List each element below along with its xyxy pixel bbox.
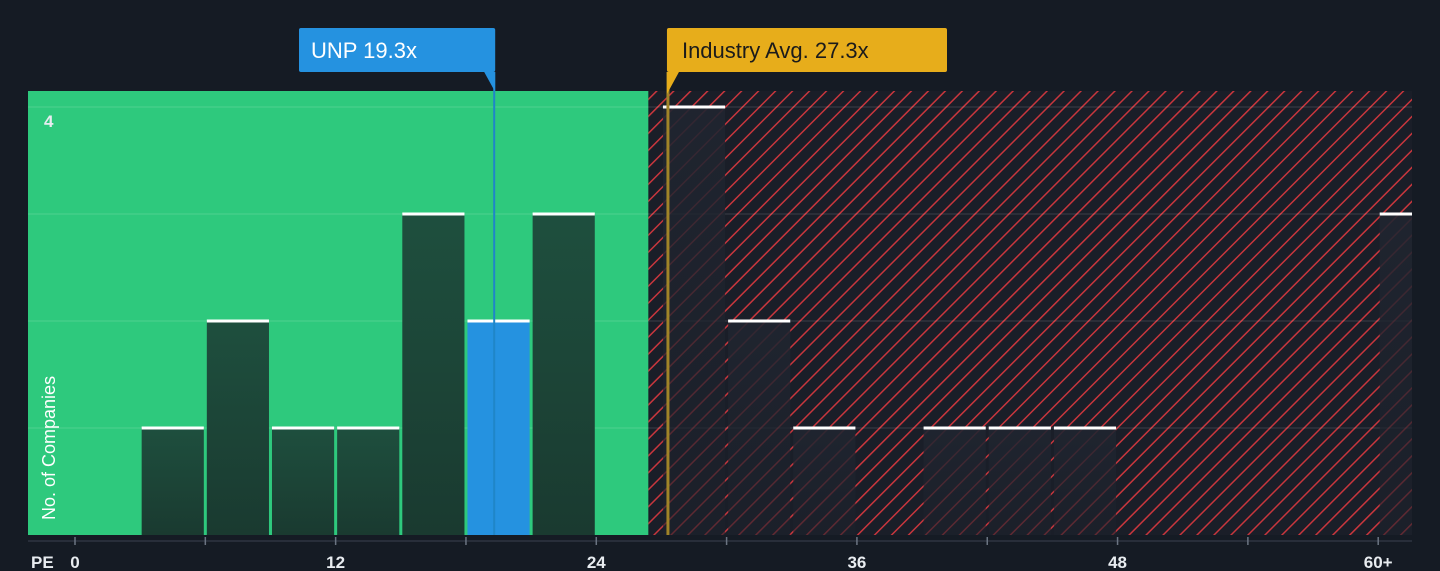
bar <box>206 321 269 535</box>
bar <box>728 321 791 535</box>
x-axis-label: PE <box>31 553 54 571</box>
company-callout: UNP 19.3x <box>299 28 496 92</box>
bar <box>1053 428 1117 535</box>
x-tick-label: 60+ <box>1364 553 1393 571</box>
x-tick-label: 24 <box>587 553 606 571</box>
bar <box>923 428 986 535</box>
bar <box>988 428 1051 535</box>
x-ticks: 0 12 24 36 48 60+ <box>70 553 1392 571</box>
x-tick-label: 0 <box>70 553 79 571</box>
bar <box>793 428 856 535</box>
industry-callout: Industry Avg. 27.3x <box>666 28 947 94</box>
x-tick-label: 12 <box>326 553 345 571</box>
company-callout-label: UNP 19.3x <box>311 38 417 63</box>
y-axis-label: No. of Companies <box>39 376 59 520</box>
industry-callout-box <box>666 28 947 72</box>
bars-group <box>141 107 1412 535</box>
company-callout-tail <box>484 72 496 92</box>
bar <box>337 428 400 535</box>
y-ticks: 4 <box>44 112 54 131</box>
bar <box>662 107 726 535</box>
bar <box>271 428 335 535</box>
bar <box>402 214 465 535</box>
y-tick-label: 4 <box>44 112 54 131</box>
bar <box>467 321 530 535</box>
company-callout-box <box>299 28 496 72</box>
bar <box>532 214 595 535</box>
bar-tops-group <box>141 105 1412 430</box>
x-minor-ticks <box>74 537 1379 545</box>
industry-callout-label: Industry Avg. 27.3x <box>682 38 869 63</box>
x-tick-label: 36 <box>847 553 866 571</box>
industry-callout-tail <box>666 72 679 94</box>
bar <box>1379 214 1412 535</box>
bar <box>141 428 204 535</box>
x-tick-label: 48 <box>1108 553 1127 571</box>
